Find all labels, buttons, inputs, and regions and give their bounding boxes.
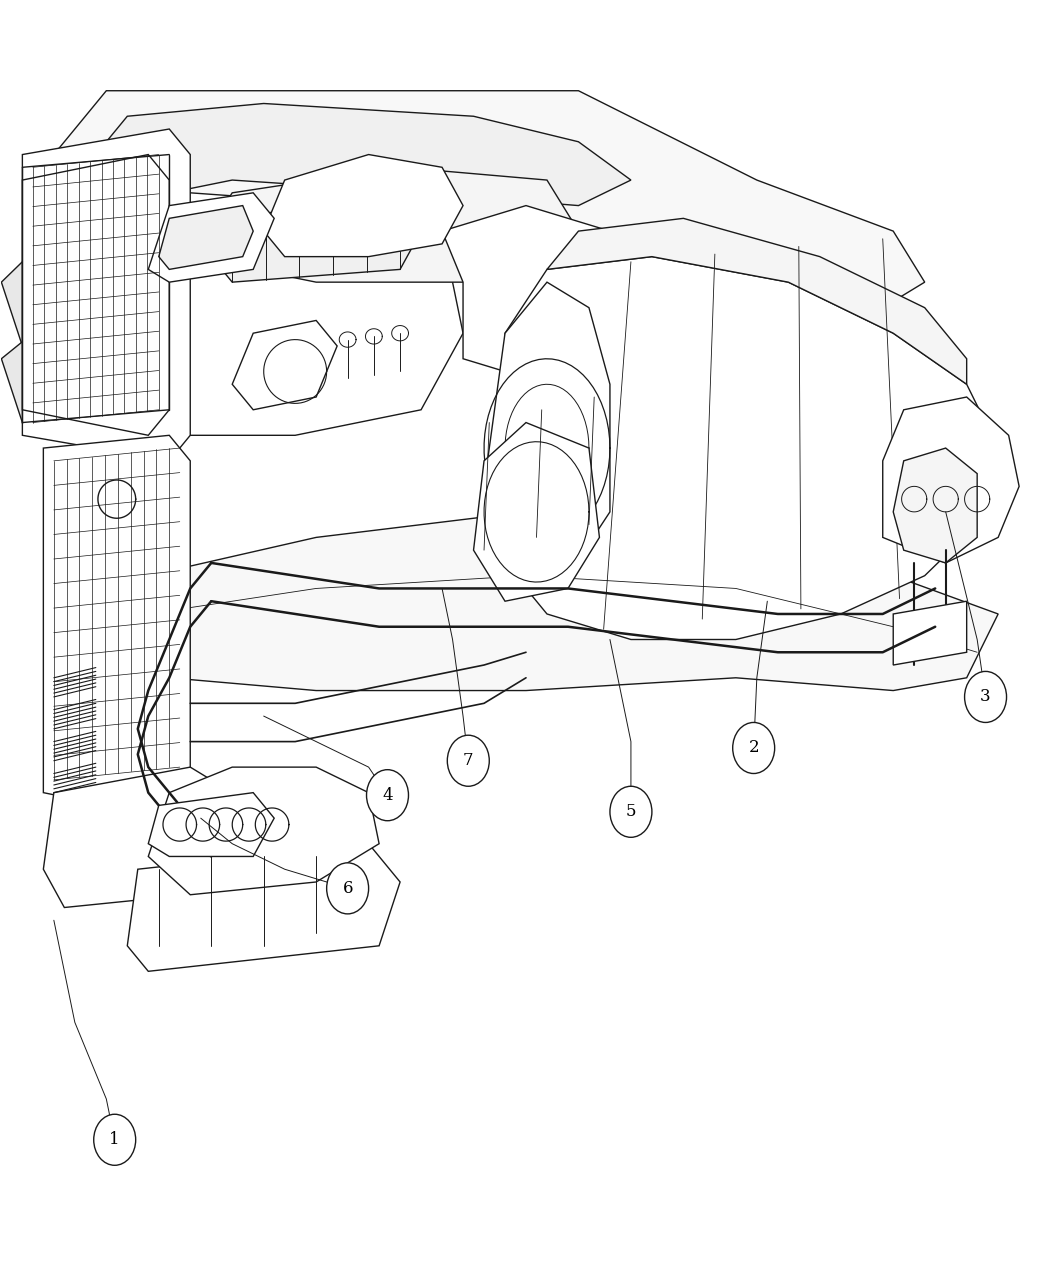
Text: 1: 1 xyxy=(109,1132,120,1149)
Text: 3: 3 xyxy=(980,688,991,706)
Circle shape xyxy=(447,735,489,787)
Polygon shape xyxy=(893,448,977,563)
Polygon shape xyxy=(148,793,275,857)
Circle shape xyxy=(965,671,1007,723)
Polygon shape xyxy=(127,844,400,971)
Polygon shape xyxy=(547,219,967,384)
Polygon shape xyxy=(211,193,421,283)
Polygon shape xyxy=(484,257,998,640)
Text: 2: 2 xyxy=(748,739,758,756)
Circle shape xyxy=(610,787,652,838)
Polygon shape xyxy=(190,168,579,283)
Polygon shape xyxy=(264,155,463,257)
Circle shape xyxy=(732,723,774,774)
Circle shape xyxy=(94,1114,136,1165)
Text: 5: 5 xyxy=(626,803,636,820)
Polygon shape xyxy=(159,206,254,270)
Polygon shape xyxy=(1,231,148,345)
Text: 4: 4 xyxy=(382,787,392,803)
Polygon shape xyxy=(473,422,600,601)
Polygon shape xyxy=(22,129,190,460)
Circle shape xyxy=(366,770,408,821)
Polygon shape xyxy=(148,767,379,895)
Polygon shape xyxy=(893,601,967,665)
Circle shape xyxy=(327,863,368,914)
Polygon shape xyxy=(85,104,631,206)
Text: 7: 7 xyxy=(463,752,473,769)
Polygon shape xyxy=(1,308,159,422)
Text: 6: 6 xyxy=(342,880,352,897)
Polygon shape xyxy=(148,193,275,283)
Polygon shape xyxy=(54,91,925,321)
Polygon shape xyxy=(442,206,652,384)
Polygon shape xyxy=(148,219,463,435)
Polygon shape xyxy=(43,767,232,908)
Polygon shape xyxy=(484,283,610,588)
Polygon shape xyxy=(883,396,1019,563)
Polygon shape xyxy=(232,321,337,409)
Polygon shape xyxy=(43,435,190,819)
Polygon shape xyxy=(127,512,998,691)
Polygon shape xyxy=(22,155,169,435)
